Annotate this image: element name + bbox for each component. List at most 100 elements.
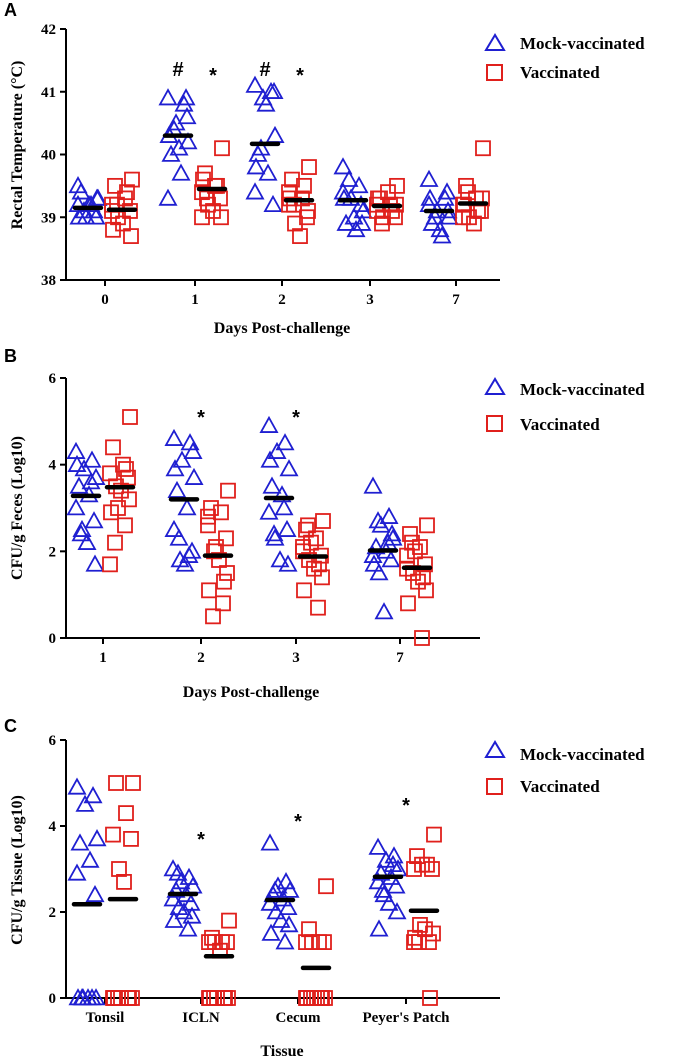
- vaccinated-point: [209, 177, 225, 194]
- mock-vaccinated-point: [265, 528, 285, 546]
- vaccinated-point: [316, 934, 332, 950]
- x-tick-label: 7: [396, 650, 404, 666]
- x-tick-label: 3: [292, 650, 300, 666]
- vaccinated-point: [213, 209, 229, 226]
- mock-vaccinated-point: [264, 81, 284, 100]
- mock-vaccinated-point: [336, 213, 356, 231]
- mock-vaccinated-point: [376, 850, 396, 868]
- vaccinated-point: [310, 599, 326, 616]
- mock-vaccinated-point: [164, 910, 184, 928]
- vaccinated-point: [111, 861, 127, 877]
- vaccinated-point: [421, 934, 437, 950]
- mock-vaccinated-point: [168, 863, 188, 881]
- mock-vaccinated-point: [266, 902, 286, 920]
- vaccinated-point: [123, 228, 139, 244]
- mock-vaccinated-point: [172, 450, 192, 468]
- vaccinated-point: [300, 517, 316, 534]
- mock-vaccinated-point: [259, 415, 279, 433]
- vaccinated-point: [110, 500, 126, 516]
- significance-asterisk: *: [209, 65, 217, 87]
- vaccinated-point: [314, 569, 330, 586]
- vaccinated-point: [415, 569, 431, 586]
- vaccinated-point: [419, 517, 435, 534]
- mock-vaccinated-point: [278, 554, 298, 572]
- vaccinated-point: [298, 521, 314, 538]
- mock-vaccinated-point: [274, 498, 294, 516]
- mock-vaccinated-point: [351, 194, 371, 213]
- mock-vaccinated-point: [164, 519, 184, 537]
- vaccinated-point: [308, 530, 324, 547]
- vaccinated-point: [417, 921, 433, 938]
- mock-vaccinated-point: [265, 125, 285, 143]
- mock-vaccinated-point: [84, 511, 104, 529]
- mock-vaccinated-point: [374, 884, 394, 903]
- mock-vaccinated-point: [265, 880, 285, 898]
- mock-vaccinated-point: [264, 524, 284, 542]
- vaccinated-point: [406, 861, 422, 877]
- mock-vaccinated-point: [363, 476, 383, 494]
- mock-vaccinated-point: [67, 777, 87, 795]
- mock-vaccinated-point: [381, 550, 401, 568]
- vaccinated-point: [123, 831, 139, 847]
- panel-c-label: C: [4, 716, 17, 736]
- mock-vaccinated-point: [174, 902, 194, 920]
- mock-vaccinated-point: [77, 532, 97, 550]
- vaccinated-point: [301, 552, 317, 568]
- vaccinated-point: [418, 582, 434, 599]
- vaccinated-point: [203, 500, 219, 516]
- mock-vaccinated-point: [178, 919, 198, 937]
- significance-asterisk: *: [296, 65, 304, 87]
- vaccinated-point: [406, 934, 422, 950]
- mock-vaccinated-point: [82, 988, 102, 1006]
- vaccinated-point: [460, 184, 476, 201]
- vaccinated-point: [425, 925, 441, 942]
- panel-b: B CFU/g Feces (Log10) Days Post-challeng…: [4, 346, 645, 701]
- vaccinated-point: [292, 228, 308, 244]
- vaccinated-point: [287, 215, 303, 232]
- vaccinated-point: [400, 595, 416, 612]
- y-tick-label: 4: [49, 819, 57, 835]
- vaccinated-point: [211, 552, 227, 568]
- legend-b-mock-label: Mock-vaccinated: [520, 380, 645, 399]
- x-tick-label: 2: [197, 650, 205, 666]
- vaccinated-point: [419, 856, 435, 873]
- mock-vaccinated-point: [71, 182, 91, 200]
- vaccinated-point: [205, 608, 221, 625]
- legend-c-vacc-marker: [486, 778, 503, 795]
- vaccinated-point: [404, 534, 420, 551]
- vaccinated-point: [218, 530, 234, 547]
- mock-vaccinated-point: [339, 169, 359, 187]
- vaccinated-point: [221, 912, 237, 929]
- mock-vaccinated-point: [349, 176, 369, 194]
- mock-vaccinated-point: [256, 94, 276, 112]
- vaccinated-point: [207, 934, 223, 950]
- mock-vaccinated-point: [158, 188, 178, 206]
- panel-a-label: A: [4, 0, 17, 20]
- x-tick-label: 7: [452, 292, 460, 308]
- vaccinated-point: [412, 917, 428, 933]
- mock-vaccinated-point: [79, 194, 99, 213]
- mock-vaccinated-point: [67, 454, 87, 472]
- vaccinated-point: [199, 190, 215, 207]
- mock-vaccinated-point: [87, 829, 107, 847]
- legend-b-mock-marker: [484, 377, 506, 395]
- mock-vaccinated-point: [363, 545, 383, 563]
- vaccinated-point: [113, 990, 129, 1006]
- vaccinated-point: [286, 196, 302, 213]
- vaccinated-point: [407, 929, 423, 946]
- vaccinated-point: [121, 990, 137, 1006]
- vaccinated-point: [105, 826, 121, 843]
- vaccinated-point: [315, 513, 331, 529]
- significance-asterisk: *: [197, 407, 205, 429]
- vaccinated-point: [298, 934, 314, 950]
- vaccinated-point: [122, 409, 138, 425]
- y-tick-label: 6: [49, 371, 57, 387]
- mock-vaccinated-point: [368, 872, 388, 890]
- vaccinated-point: [102, 556, 118, 573]
- mock-vaccinated-point: [368, 511, 388, 529]
- mock-vaccinated-point: [71, 524, 91, 542]
- y-tick-label: 41: [41, 85, 56, 101]
- mock-vaccinated-point: [430, 219, 450, 238]
- mock-vaccinated-point: [74, 459, 94, 477]
- vaccinated-point: [215, 595, 231, 612]
